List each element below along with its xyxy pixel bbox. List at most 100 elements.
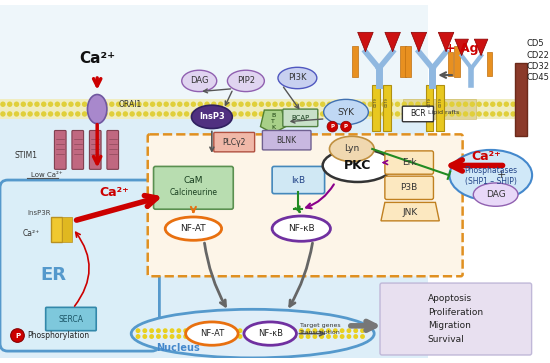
Circle shape (409, 111, 414, 117)
FancyBboxPatch shape (262, 130, 311, 150)
Text: PI3K: PI3K (288, 73, 307, 82)
Text: Lipid rafts: Lipid rafts (427, 110, 459, 114)
Circle shape (306, 328, 311, 333)
Circle shape (177, 111, 183, 117)
Circle shape (14, 102, 19, 107)
Circle shape (306, 334, 311, 339)
Circle shape (89, 111, 94, 117)
Polygon shape (411, 32, 427, 52)
Ellipse shape (323, 149, 393, 182)
Circle shape (156, 328, 161, 333)
Text: Ca²⁺: Ca²⁺ (79, 51, 116, 66)
Circle shape (333, 111, 339, 117)
Bar (400, 46, 406, 77)
Circle shape (327, 102, 332, 107)
FancyBboxPatch shape (403, 106, 433, 122)
Circle shape (191, 111, 196, 117)
Text: Ca²⁺: Ca²⁺ (471, 150, 501, 163)
Circle shape (292, 328, 297, 333)
Text: SYK: SYK (338, 107, 355, 117)
Circle shape (68, 102, 74, 107)
Circle shape (272, 328, 277, 333)
Text: CD32: CD32 (527, 62, 550, 71)
Text: P3B: P3B (400, 183, 418, 192)
Bar (515, 64, 527, 136)
Circle shape (157, 102, 162, 107)
Circle shape (442, 102, 448, 107)
Text: STIM1: STIM1 (15, 151, 37, 160)
Circle shape (197, 328, 202, 333)
Circle shape (327, 111, 332, 117)
Circle shape (436, 102, 441, 107)
Circle shape (258, 102, 264, 107)
Circle shape (360, 328, 365, 333)
Polygon shape (474, 39, 488, 56)
Text: DAG: DAG (190, 76, 208, 85)
Circle shape (449, 111, 455, 117)
Circle shape (169, 328, 174, 333)
Text: Calcineurine: Calcineurine (169, 188, 217, 197)
Circle shape (238, 334, 243, 339)
Circle shape (204, 328, 208, 333)
Circle shape (0, 102, 6, 107)
Circle shape (265, 328, 269, 333)
Circle shape (123, 111, 128, 117)
Ellipse shape (272, 216, 331, 241)
Circle shape (272, 111, 278, 117)
Text: +: + (497, 170, 506, 180)
Circle shape (224, 334, 229, 339)
Circle shape (449, 102, 455, 107)
Text: Phosphatases: Phosphatases (464, 166, 518, 175)
Circle shape (217, 334, 222, 339)
Circle shape (34, 111, 40, 117)
Circle shape (286, 102, 292, 107)
Circle shape (218, 111, 223, 117)
Circle shape (327, 121, 338, 132)
Circle shape (183, 334, 188, 339)
Circle shape (163, 111, 169, 117)
Text: PIP2: PIP2 (237, 76, 255, 85)
Circle shape (225, 102, 230, 107)
Circle shape (367, 102, 373, 107)
Circle shape (361, 111, 366, 117)
Circle shape (204, 102, 210, 107)
Text: CaM: CaM (184, 176, 203, 184)
Circle shape (224, 328, 229, 333)
Text: PLCγ2: PLCγ2 (223, 138, 246, 147)
Circle shape (340, 334, 344, 339)
Circle shape (238, 111, 244, 117)
Text: NF-κB: NF-κB (258, 329, 283, 338)
FancyBboxPatch shape (214, 132, 255, 152)
Circle shape (279, 111, 284, 117)
Circle shape (483, 111, 488, 117)
Circle shape (163, 328, 168, 333)
Circle shape (142, 328, 147, 333)
Text: InsP3R: InsP3R (27, 210, 51, 216)
FancyBboxPatch shape (385, 176, 433, 200)
Circle shape (436, 111, 441, 117)
Bar (383, 85, 390, 131)
Circle shape (116, 102, 122, 107)
Circle shape (41, 111, 46, 117)
Circle shape (402, 102, 407, 107)
Circle shape (463, 102, 468, 107)
Polygon shape (358, 32, 373, 52)
Text: CD22: CD22 (527, 51, 549, 60)
Bar (372, 85, 380, 131)
Circle shape (190, 328, 195, 333)
Circle shape (313, 102, 318, 107)
Circle shape (251, 328, 256, 333)
FancyBboxPatch shape (272, 167, 324, 193)
FancyBboxPatch shape (385, 151, 433, 174)
Bar (454, 46, 460, 77)
Ellipse shape (87, 94, 107, 124)
Circle shape (292, 334, 297, 339)
Circle shape (150, 102, 155, 107)
Ellipse shape (474, 183, 518, 206)
Circle shape (142, 334, 147, 339)
Text: P: P (331, 124, 334, 129)
Text: BLNK: BLNK (277, 136, 297, 145)
Circle shape (415, 111, 421, 117)
Text: IκB: IκB (292, 176, 305, 184)
Circle shape (340, 111, 346, 117)
